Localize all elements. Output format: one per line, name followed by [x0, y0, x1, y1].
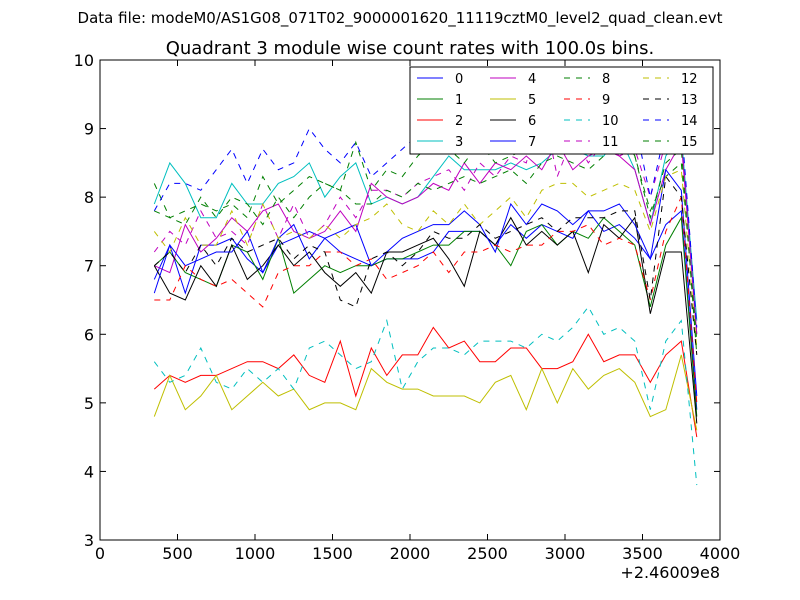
x-tick-label: 4000	[700, 544, 741, 563]
x-tick-label: 500	[162, 544, 193, 563]
legend-label-11: 11	[602, 135, 619, 150]
y-tick-label: 6	[84, 325, 94, 344]
legend-label-4: 4	[528, 72, 536, 87]
series-line-9	[154, 196, 698, 403]
legend-label-10: 10	[602, 114, 619, 129]
series-line-5	[153, 354, 698, 431]
series-line-11	[153, 100, 698, 335]
x-tick-label: 1500	[312, 544, 353, 563]
series-line-10	[153, 305, 698, 486]
legend-label-5: 5	[528, 93, 536, 108]
legend-label-2: 2	[455, 114, 463, 129]
series-line-13	[153, 175, 698, 355]
x-tick-label: 1000	[235, 544, 276, 563]
axis-ticks: 0 500 1000 1500 2000 2500 3000 3500 4000 3 4 5 6 7 8 9 1…	[74, 51, 741, 563]
legend-label-12: 12	[681, 72, 698, 87]
y-tick-label: 5	[84, 394, 94, 413]
y-tick-label: 3	[84, 531, 94, 550]
y-tick-label: 4	[84, 462, 94, 481]
x-tick-label: 3000	[545, 544, 586, 563]
legend-label-6: 6	[528, 114, 536, 129]
x-tick-label: 3500	[622, 544, 663, 563]
legend-label-7: 7	[528, 135, 536, 150]
y-tick-label: 7	[84, 257, 94, 276]
x-axis-offset-label: +2.46009e8	[620, 563, 720, 582]
legend-label-13: 13	[681, 93, 698, 108]
chart-title: Quadrant 3 module wise count rates with …	[166, 38, 655, 59]
chart-suptitle: Data file: modeM0/AS1G08_071T02_90000016…	[78, 9, 723, 28]
series-line-6	[153, 216, 698, 424]
legend-label-14: 14	[681, 114, 698, 129]
series-line-12	[153, 168, 698, 349]
y-tick-label: 8	[84, 188, 94, 207]
legend-label-1: 1	[455, 93, 463, 108]
y-tick-label: 10	[74, 51, 94, 70]
series-line-7	[153, 168, 698, 397]
series-line-1	[153, 216, 698, 417]
legend-box	[409, 66, 714, 155]
x-tick-label: 0	[95, 544, 105, 563]
legend-label-9: 9	[602, 93, 610, 108]
series-line-0	[153, 209, 698, 410]
legend-label-3: 3	[455, 135, 463, 150]
legend-label-15: 15	[681, 135, 698, 150]
x-tick-label: 2000	[390, 544, 431, 563]
legend-label-8: 8	[602, 72, 610, 87]
series-line-4	[154, 140, 698, 335]
plot-lines	[153, 100, 698, 486]
series-line-2	[153, 326, 698, 438]
legend-label-0: 0	[455, 72, 463, 87]
y-tick-label: 9	[84, 120, 94, 139]
x-tick-label: 2500	[467, 544, 508, 563]
